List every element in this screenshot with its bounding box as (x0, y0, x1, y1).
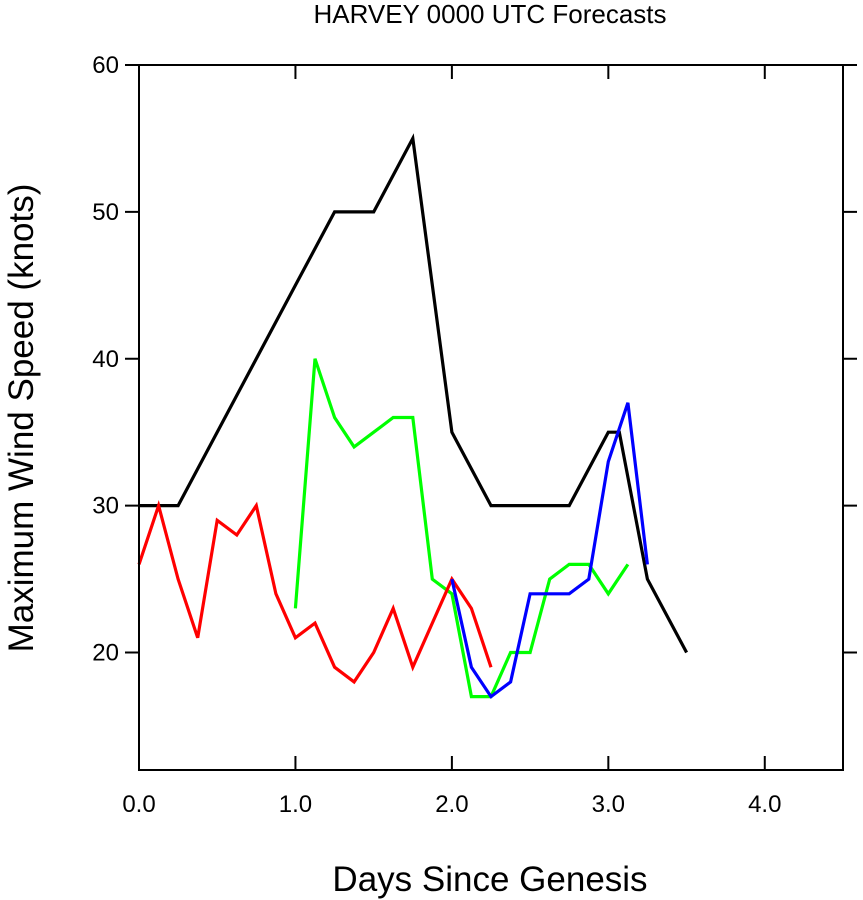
x-tick-label: 1.0 (279, 791, 312, 818)
x-tick-label: 3.0 (592, 791, 625, 818)
y-tick-label: 30 (92, 493, 119, 520)
y-tick-label: 40 (92, 346, 119, 373)
x-tick-label: 4.0 (748, 791, 781, 818)
y-tick-label: 50 (92, 199, 119, 226)
series-layer (137, 133, 689, 699)
series-line-2 (293, 358, 630, 699)
chart-title: HARVEY 0000 UTC Forecasts (313, 0, 666, 29)
x-tick-label: 2.0 (435, 791, 468, 818)
x-axis-title: Days Since Genesis (332, 860, 647, 899)
y-axis-title: Maximum Wind Speed (knots) (2, 184, 41, 653)
series-line-3 (137, 500, 493, 685)
series-line-1 (139, 133, 689, 654)
x-axis: 0.0 1.0 2.0 3.0 4.0 (122, 65, 781, 818)
x-tick-label: 0.0 (122, 791, 155, 818)
y-axis: 20 30 40 50 60 (92, 52, 857, 667)
y-tick-label: 20 (92, 640, 119, 667)
y-tick-label: 60 (92, 52, 119, 79)
plot-frame (138, 64, 844, 771)
series-line-4 (450, 402, 649, 699)
